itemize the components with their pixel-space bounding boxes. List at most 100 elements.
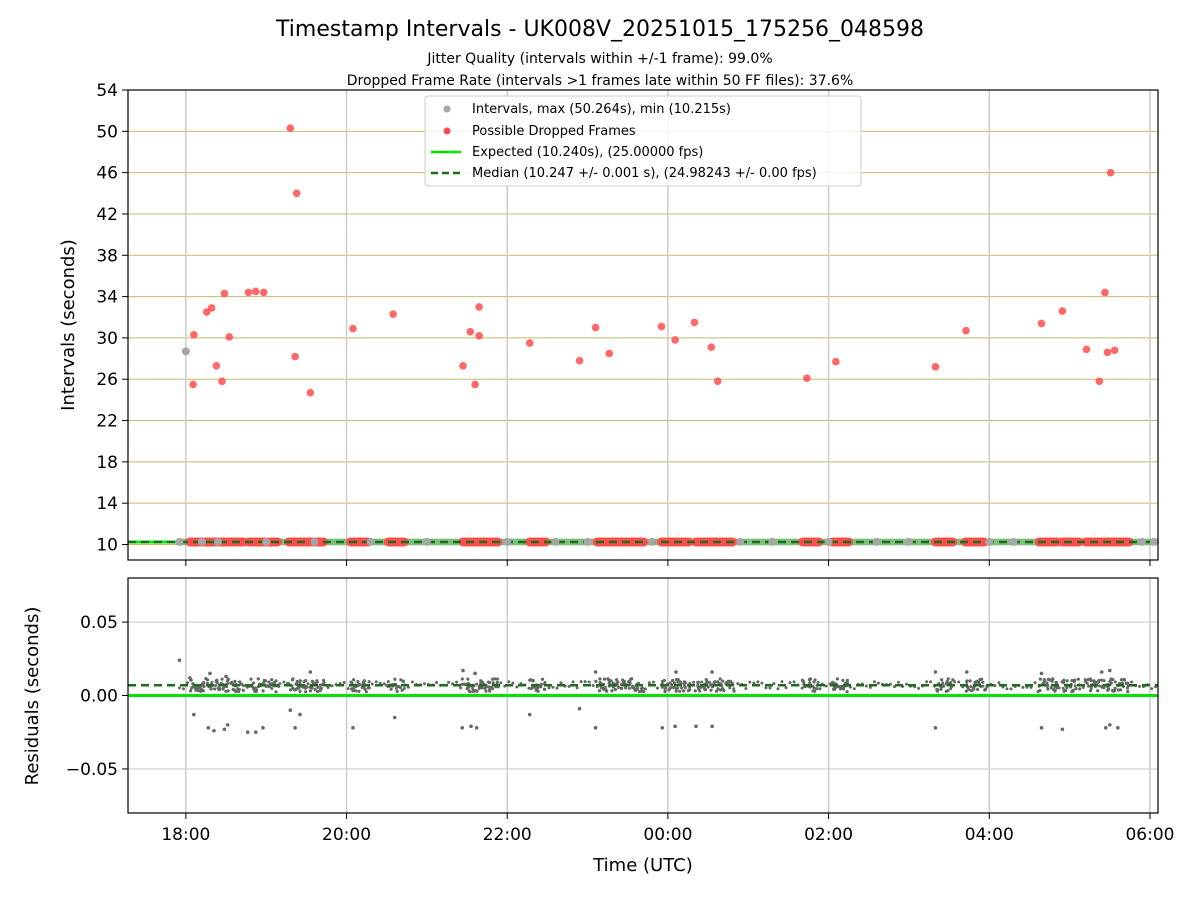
residual-point [688, 688, 692, 692]
residual-point [1051, 677, 1055, 681]
residual-point [1045, 681, 1049, 685]
residual-point [262, 680, 266, 684]
residual-point [1107, 687, 1111, 691]
dropped-frame-point [207, 304, 216, 312]
residual-point [728, 686, 732, 690]
x-tick-label: 20:00 [322, 825, 371, 845]
residual-outlier-point [473, 671, 477, 676]
residual-point [487, 680, 492, 685]
dropped-frame-point [962, 326, 970, 335]
residual-point [968, 679, 972, 683]
residual-outlier-point [288, 708, 293, 712]
residual-point [210, 681, 214, 685]
residual-point [700, 680, 704, 684]
residual-outlier-point [660, 726, 665, 730]
residual-point [394, 686, 398, 690]
dropped-frame-point [671, 336, 679, 344]
residual-outlier-point [710, 724, 714, 729]
residual-point [367, 680, 371, 684]
residual-outlier-point [674, 670, 678, 674]
residual-point [1125, 686, 1129, 690]
residual-point [1129, 680, 1133, 684]
residual-point [780, 680, 784, 684]
residual-point [764, 686, 768, 690]
residual-point [346, 687, 350, 691]
residual-point [555, 686, 559, 690]
residual-point [696, 683, 700, 687]
residual-point [1126, 689, 1130, 694]
residual-point [917, 686, 921, 690]
residual-point [703, 688, 708, 692]
interval-point [262, 537, 271, 546]
residual-point [306, 682, 310, 686]
residual-point [678, 680, 683, 684]
residual-point [983, 687, 988, 691]
residual-point [475, 682, 479, 686]
residual-point [1057, 686, 1061, 690]
residual-point [318, 683, 322, 687]
dropped-frame-point [189, 380, 197, 389]
residual-point [969, 689, 974, 693]
dropped-frame-point [803, 374, 811, 382]
residual-point [692, 680, 696, 684]
residual-outlier-point [1099, 670, 1104, 674]
residual-point [226, 689, 230, 693]
dropped-frame-point [1106, 168, 1115, 177]
residual-point [772, 682, 776, 686]
residual-point [647, 681, 651, 685]
residual-point [940, 678, 944, 682]
residual-point [1112, 689, 1117, 693]
dropped-frame-point [286, 124, 295, 133]
residual-point [1063, 688, 1068, 693]
residual-point [205, 678, 210, 682]
residual-point [1126, 681, 1130, 685]
residual-point [1046, 687, 1050, 691]
residual-point [254, 686, 258, 690]
residual-outlier-point [245, 730, 250, 735]
dropped-frame-point [212, 362, 221, 370]
residual-outlier-point [222, 727, 227, 732]
dropped-frame-point [1101, 288, 1109, 297]
dropped-frame-point [1082, 345, 1091, 354]
residual-point [399, 678, 403, 682]
residual-outlier-point [577, 706, 582, 711]
dropped-frame-point [259, 288, 268, 297]
residual-point [957, 680, 961, 684]
residual-outlier-point [527, 712, 532, 717]
residual-outlier-point [261, 726, 265, 730]
residual-point [776, 687, 780, 691]
residual-point [282, 680, 286, 684]
residual-point [744, 686, 748, 690]
residual-point [651, 680, 655, 684]
residual-point [398, 686, 402, 690]
top-y-tick-label: 46 [96, 164, 118, 184]
residual-point [226, 677, 230, 681]
legend-frame [424, 95, 862, 187]
residual-point [705, 679, 709, 684]
residual-point [1096, 689, 1100, 693]
residual-point [732, 689, 736, 693]
residual-point [528, 678, 532, 682]
residual-point [1085, 681, 1089, 685]
residual-point [852, 687, 856, 691]
residual-point [818, 687, 822, 691]
dropped-frame-point [389, 310, 397, 318]
residual-point [483, 686, 487, 690]
x-tick-label: 04:00 [965, 825, 1014, 845]
residual-point [1076, 677, 1080, 681]
residual-point [543, 681, 547, 685]
residual-point [278, 682, 282, 686]
residual-point [949, 681, 953, 685]
residual-point [676, 677, 680, 682]
residual-point [668, 687, 672, 691]
residual-point [639, 687, 643, 691]
residual-point [342, 681, 346, 685]
residual-point [841, 678, 845, 682]
residual-point [288, 688, 293, 692]
x-tick-label: 00:00 [643, 825, 692, 845]
residual-point [973, 680, 977, 684]
dropped-frame-point [1110, 346, 1119, 355]
residual-point [202, 684, 206, 689]
residual-point [1065, 679, 1069, 683]
